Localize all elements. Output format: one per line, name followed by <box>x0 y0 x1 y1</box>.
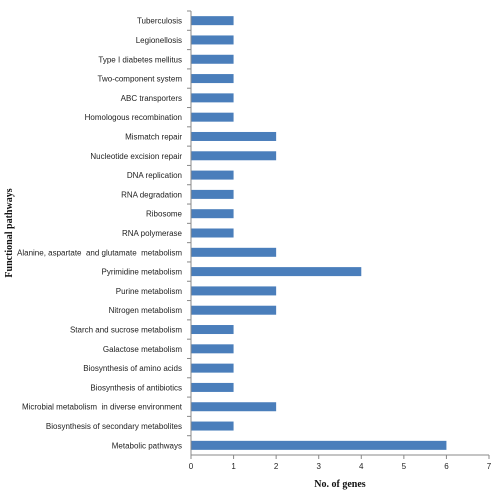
category-label: ABC transporters <box>121 94 182 103</box>
category-label: Biosynthesis of antibiotics <box>90 383 182 392</box>
x-tick-label: 7 <box>487 462 492 471</box>
bar <box>191 35 234 45</box>
category-label: RNA polymerase <box>122 229 183 238</box>
category-label: DNA replication <box>127 171 182 180</box>
bar <box>191 74 234 84</box>
category-label: Legionellosis <box>136 36 182 45</box>
category-label: Microbial metabolism in diverse environm… <box>22 403 183 412</box>
category-label: Homologous recombination <box>85 113 182 122</box>
category-label: Galactose metabolism <box>103 345 182 354</box>
bar <box>191 228 234 238</box>
x-tick-label: 6 <box>444 462 449 471</box>
category-label: Alanine, aspartate and glutamate metabol… <box>17 248 182 257</box>
bar <box>191 402 277 412</box>
category-label: Two-component system <box>98 75 183 84</box>
bar <box>191 325 234 335</box>
category-label: RNA degradation <box>121 190 182 199</box>
bar <box>191 131 277 141</box>
category-label: Biosynthesis of amino acids <box>83 364 182 373</box>
bar <box>191 247 277 257</box>
category-label: Pyrimidine metabolism <box>102 268 183 277</box>
bar <box>191 305 277 315</box>
category-label: Ribosome <box>146 210 183 219</box>
category-label: Starch and sucrose metabolism <box>70 326 182 335</box>
bar <box>191 54 234 64</box>
category-label: Biosynthesis of secondary metabolites <box>46 422 182 431</box>
x-axis-title: No. of genes <box>314 479 365 490</box>
x-ticks-layer: 0 1 2 3 4 5 6 7 <box>187 10 492 471</box>
category-label: Purine metabolism <box>116 287 183 296</box>
x-tick-label: 1 <box>231 462 236 471</box>
bar <box>191 209 234 219</box>
bar <box>191 170 234 180</box>
x-tick-label: 0 <box>189 462 194 471</box>
category-label: Nucleotide excision repair <box>90 152 182 161</box>
category-label: Mismatch repair <box>125 132 182 141</box>
bar <box>191 93 234 103</box>
axes-layer <box>190 11 489 456</box>
category-label: Type I diabetes mellitus <box>98 55 182 64</box>
bar <box>191 151 277 161</box>
x-tick-label: 2 <box>274 462 279 471</box>
bar <box>191 286 277 296</box>
bar <box>191 421 234 431</box>
bar <box>191 440 447 450</box>
bar <box>191 344 234 354</box>
category-label: Nitrogen metabolism <box>109 306 183 315</box>
bar <box>191 16 234 26</box>
bar <box>191 363 234 373</box>
x-tick-label: 4 <box>359 462 364 471</box>
bar <box>191 112 234 122</box>
bar <box>191 189 234 199</box>
category-label: Tuberculosis <box>137 17 182 26</box>
bar <box>191 267 362 277</box>
category-label: Metabolic pathways <box>112 441 182 450</box>
category-labels-layer: Tuberculosis Legionellosis Type I diabetes… <box>17 17 183 451</box>
bars-layer <box>191 16 447 450</box>
x-tick-label: 3 <box>316 462 321 471</box>
bar <box>191 382 234 392</box>
x-tick-label: 5 <box>402 462 407 471</box>
y-axis-title: Functional pathways <box>4 188 15 277</box>
